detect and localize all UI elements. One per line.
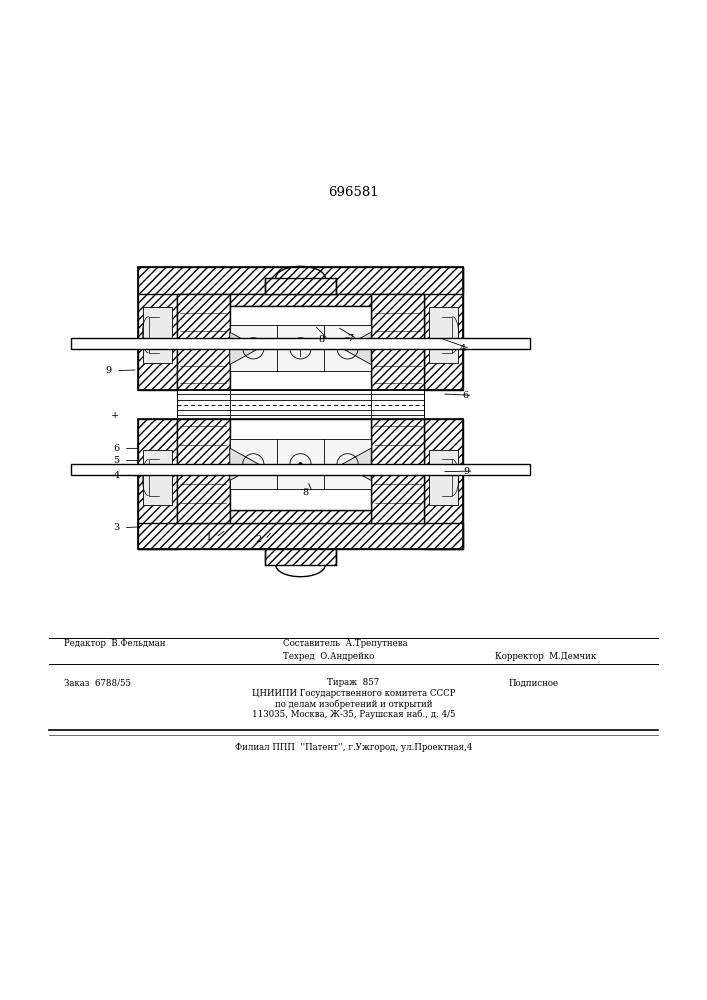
Text: Редактор  В.Фельдман: Редактор В.Фельдман [64, 639, 165, 648]
Bar [424, 267, 463, 390]
Text: Тираж  857: Тираж 857 [327, 678, 380, 687]
Bar [143, 307, 172, 363]
Bar [230, 306, 371, 390]
Bar [138, 419, 463, 549]
Text: 4: 4 [460, 344, 466, 353]
Bar [230, 510, 371, 523]
Bar [177, 419, 230, 523]
Bar [265, 549, 336, 565]
Text: ЦНИИПИ Государственного комитета СССР: ЦНИИПИ Государственного комитета СССР [252, 689, 455, 698]
Bar [138, 267, 463, 294]
Text: 8: 8 [318, 335, 324, 344]
Text: Подписное: Подписное [509, 678, 559, 687]
Text: 8: 8 [303, 488, 308, 497]
Bar [265, 278, 336, 294]
Text: Составитель  А.Трепутнева: Составитель А.Трепутнева [283, 639, 407, 648]
Text: 113035, Москва, Ж-35, Раушская наб., д. 4/5: 113035, Москва, Ж-35, Раушская наб., д. … [252, 710, 455, 719]
Text: +: + [111, 411, 119, 420]
Bar [371, 294, 424, 390]
Bar [429, 307, 458, 363]
Text: Техред  О.Андрейко: Техред О.Андрейко [283, 652, 374, 661]
Polygon shape [342, 332, 371, 365]
Text: 1: 1 [206, 533, 211, 542]
Text: по делам изобретений и открытий: по делам изобретений и открытий [275, 699, 432, 709]
Bar [265, 549, 336, 565]
Text: 2: 2 [255, 535, 261, 544]
Text: Филиал ППП  ''Патент'', г.Ужгород, ул.Проектная,4: Филиал ППП ''Патент'', г.Ужгород, ул.Про… [235, 743, 472, 752]
Bar [230, 439, 371, 489]
Bar [371, 419, 424, 523]
Bar [424, 419, 463, 549]
Bar [71, 338, 530, 349]
Circle shape [298, 462, 303, 466]
Text: Заказ  6788/55: Заказ 6788/55 [64, 678, 131, 687]
Bar [138, 267, 177, 390]
Text: 9: 9 [106, 366, 112, 375]
Bar [138, 523, 463, 549]
Polygon shape [230, 448, 259, 480]
Bar [230, 510, 371, 523]
Bar [71, 464, 530, 475]
Bar [138, 419, 177, 549]
Text: 4: 4 [114, 471, 119, 480]
Bar [265, 278, 336, 294]
Text: 696581: 696581 [328, 186, 379, 199]
Circle shape [346, 346, 350, 350]
Bar [177, 419, 230, 523]
Bar [138, 419, 177, 549]
Bar [230, 325, 371, 371]
Bar [371, 419, 424, 523]
Circle shape [251, 346, 255, 350]
Text: Корректор  М.Демчик: Корректор М.Демчик [495, 652, 596, 661]
Bar [230, 294, 371, 306]
Bar [230, 294, 371, 306]
Polygon shape [230, 332, 259, 365]
Text: 3: 3 [114, 523, 119, 532]
Bar [424, 267, 463, 390]
Text: 7: 7 [347, 334, 353, 343]
Text: 6: 6 [114, 444, 119, 453]
Text: 9: 9 [464, 467, 469, 476]
Bar [177, 294, 230, 390]
Bar [177, 390, 424, 419]
Bar [138, 267, 463, 390]
Text: 6: 6 [462, 391, 468, 400]
Bar [138, 267, 177, 390]
Bar [177, 294, 230, 390]
Bar [143, 450, 172, 505]
Bar [429, 450, 458, 505]
Bar [138, 523, 463, 549]
Polygon shape [342, 448, 371, 480]
Bar [371, 294, 424, 390]
Text: 5: 5 [114, 456, 119, 465]
Bar [424, 419, 463, 549]
Bar [138, 267, 463, 294]
Bar [230, 419, 371, 510]
